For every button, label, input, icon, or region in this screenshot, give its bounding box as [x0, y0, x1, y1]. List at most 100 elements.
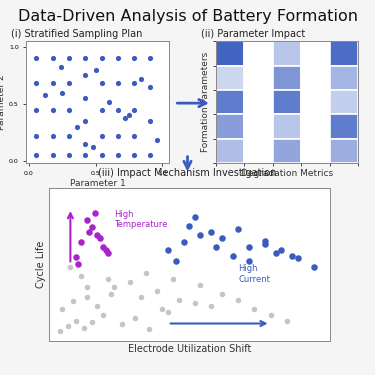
Point	[50, 56, 56, 62]
Bar	[216, 139, 244, 163]
Bar	[330, 90, 358, 114]
Point	[100, 312, 106, 318]
Point	[86, 229, 92, 235]
Point	[219, 235, 225, 241]
Point	[262, 238, 268, 244]
Point	[99, 56, 105, 62]
Point	[213, 244, 219, 250]
Point	[90, 144, 96, 150]
Point	[197, 232, 203, 238]
Point	[267, 312, 273, 318]
Text: (i) Stratified Sampling Plan: (i) Stratified Sampling Plan	[11, 29, 142, 39]
Point	[230, 252, 236, 258]
Point	[115, 152, 121, 158]
Point	[173, 258, 179, 264]
Point	[273, 249, 279, 255]
Text: (iii) Impact Mechanism Investigation: (iii) Impact Mechanism Investigation	[98, 168, 277, 178]
Point	[294, 255, 300, 261]
Point	[311, 264, 317, 270]
Point	[159, 306, 165, 312]
Point	[84, 294, 90, 300]
Text: Data-Driven Analysis of Battery Formation: Data-Driven Analysis of Battery Formatio…	[18, 9, 357, 24]
Point	[102, 247, 108, 253]
Point	[165, 309, 171, 315]
Bar	[244, 41, 273, 66]
Point	[94, 303, 100, 309]
Point	[170, 276, 176, 282]
Point	[147, 56, 153, 62]
Point	[84, 217, 90, 223]
Point	[115, 80, 121, 86]
Point	[64, 324, 70, 330]
Point	[115, 56, 121, 62]
Point	[66, 80, 72, 86]
Bar	[301, 114, 330, 139]
Point	[59, 306, 65, 312]
Point	[186, 223, 192, 229]
Point	[138, 294, 144, 300]
Point	[115, 133, 121, 139]
Y-axis label: Formation Parameters: Formation Parameters	[201, 52, 210, 152]
Point	[131, 152, 137, 158]
Point	[208, 303, 214, 309]
Bar	[301, 139, 330, 163]
Point	[100, 244, 106, 250]
Point	[176, 297, 181, 303]
Point	[68, 264, 74, 270]
Point	[108, 291, 114, 297]
Point	[66, 152, 72, 158]
Text: High
Current: High Current	[238, 264, 270, 284]
Point	[74, 124, 80, 130]
Bar	[216, 114, 244, 139]
Point	[131, 106, 137, 112]
Y-axis label: Cycle Life: Cycle Life	[36, 241, 46, 288]
Point	[73, 254, 79, 260]
Point	[278, 247, 284, 253]
Text: (ii) Parameter Impact: (ii) Parameter Impact	[201, 29, 305, 39]
Point	[33, 80, 39, 86]
Point	[42, 92, 48, 98]
Bar	[330, 41, 358, 66]
Bar	[273, 90, 301, 114]
Bar	[244, 90, 273, 114]
Point	[99, 80, 105, 86]
Bar	[301, 66, 330, 90]
Bar	[273, 139, 301, 163]
Point	[192, 214, 198, 220]
Point	[78, 239, 84, 245]
Point	[84, 284, 90, 290]
Bar	[244, 66, 273, 90]
Point	[132, 315, 138, 321]
Point	[143, 270, 149, 276]
Bar	[273, 114, 301, 139]
Point	[50, 133, 56, 139]
Point	[50, 152, 56, 158]
Point	[147, 152, 153, 158]
Point	[165, 247, 171, 253]
Point	[66, 106, 72, 112]
Point	[97, 235, 103, 241]
Point	[122, 115, 128, 121]
Y-axis label: Parameter 2: Parameter 2	[0, 74, 6, 130]
Point	[235, 226, 241, 232]
Bar	[273, 66, 301, 90]
Point	[82, 118, 88, 124]
Point	[131, 133, 137, 139]
Point	[146, 326, 152, 332]
Bar	[330, 114, 358, 139]
Point	[131, 80, 137, 86]
Point	[75, 261, 81, 267]
Point	[94, 232, 100, 238]
Point	[219, 291, 225, 297]
Point	[33, 56, 39, 62]
Point	[131, 56, 137, 62]
Point	[50, 106, 56, 112]
Point	[66, 133, 72, 139]
Point	[154, 137, 160, 143]
Point	[106, 99, 112, 105]
Point	[82, 152, 88, 158]
X-axis label: Electrode Utilization Shift: Electrode Utilization Shift	[128, 344, 251, 354]
Point	[127, 279, 133, 285]
Point	[33, 133, 39, 139]
Point	[147, 84, 153, 90]
